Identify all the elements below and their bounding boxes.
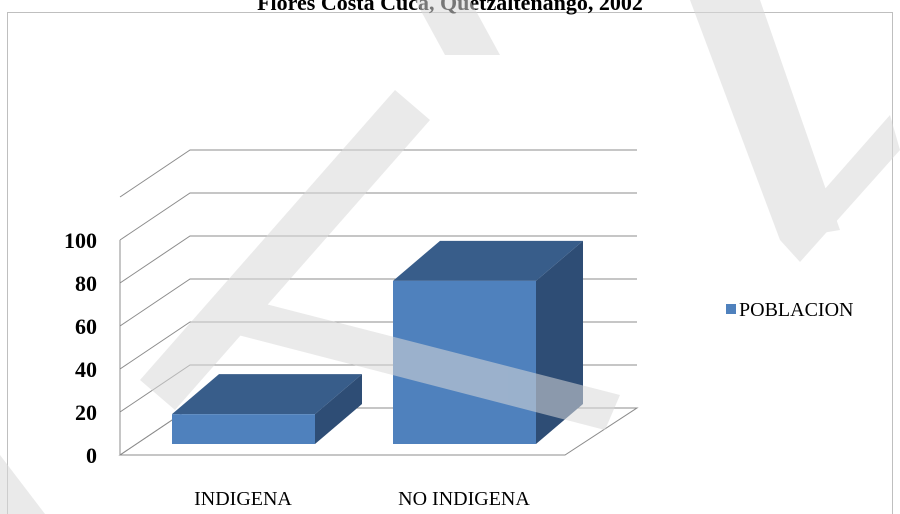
bar-top-face <box>393 240 583 281</box>
y-axis-ticks: 0 20 40 60 80 100 <box>64 228 97 468</box>
watermark-stroke <box>238 300 620 430</box>
bar-side-face <box>315 374 362 444</box>
bar-indigena <box>172 374 362 444</box>
y-tick-label: 60 <box>75 314 97 339</box>
x-axis-categories: INDIGENA NO INDIGENA <box>194 488 530 510</box>
y-tick-label: 100 <box>64 228 97 253</box>
legend: POBLACION <box>726 299 853 321</box>
y-tick-label: 80 <box>75 271 97 296</box>
gridline-80 <box>119 235 637 284</box>
gridline-120 <box>119 149 637 198</box>
watermark-stroke <box>140 90 430 410</box>
watermark-stroke <box>780 115 900 262</box>
y-tick-label: 20 <box>75 400 97 425</box>
gridline-100 <box>119 192 637 241</box>
x-category-label: INDIGENA <box>194 488 292 510</box>
y-tick-label: 0 <box>86 443 97 468</box>
bar-top-face <box>172 374 362 415</box>
legend-label-poblacion: POBLACION <box>739 299 853 321</box>
y-tick-label: 40 <box>75 357 97 382</box>
watermark-stroke <box>415 0 500 55</box>
x-category-label: NO INDIGENA <box>398 488 530 510</box>
watermark-stroke <box>690 0 840 240</box>
legend-swatch-poblacion <box>726 304 736 314</box>
watermark-stroke <box>0 455 45 514</box>
bar-front-face <box>172 414 315 444</box>
